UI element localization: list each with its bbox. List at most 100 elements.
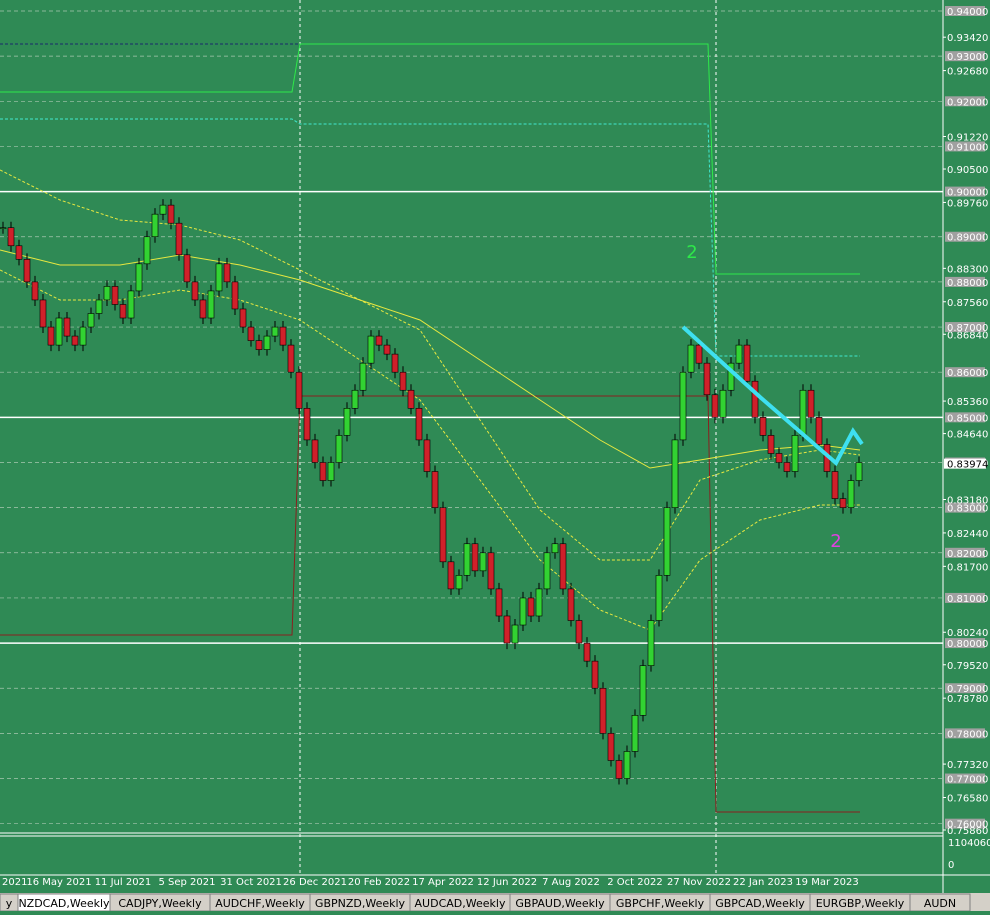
candle <box>151 213 159 238</box>
price-tick-label: 0.78780 <box>947 694 988 705</box>
candle <box>191 281 199 301</box>
tab-label[interactable]: AUDCAD,Weekly <box>415 897 506 910</box>
candle <box>391 353 399 373</box>
candle <box>175 222 183 256</box>
candle <box>695 344 703 364</box>
candle <box>407 389 415 409</box>
candle <box>215 263 223 292</box>
price-tick-label: 0.93420 <box>947 33 988 44</box>
price-tick-label: 0.79000 <box>947 684 988 695</box>
price-tick-label: 0.89000 <box>947 233 988 244</box>
candle <box>743 344 751 382</box>
tab-label[interactable]: GBPCAD,Weekly <box>715 897 805 910</box>
zigzag <box>681 325 864 467</box>
tab-label[interactable]: CADJPY,Weekly <box>118 897 202 910</box>
price-tick-label: 0.78000 <box>947 729 988 740</box>
candle <box>527 597 535 617</box>
volume-pane: 1104060 0 <box>948 838 990 871</box>
date-label: 26 Dec 2021 <box>283 877 347 888</box>
volume-label: 0 <box>948 860 954 871</box>
channel <box>0 395 860 813</box>
price-tick-label: 0.90000 <box>947 188 988 199</box>
candle <box>311 439 319 463</box>
candle <box>223 263 231 283</box>
candle <box>95 299 103 314</box>
current-price-label: 0.83974 <box>947 460 988 471</box>
candle <box>47 326 55 346</box>
candle <box>839 498 847 508</box>
tick-box <box>945 502 985 513</box>
channel <box>0 43 860 275</box>
candle <box>439 507 447 563</box>
tab-label[interactable]: GBPAUD,Weekly <box>515 897 605 910</box>
tick-box <box>945 683 985 694</box>
price-tick-label: 0.86840 <box>947 330 988 341</box>
price-tick-label: 0.76000 <box>947 820 988 831</box>
candle <box>271 326 279 337</box>
candle <box>511 624 519 644</box>
price-tick-label: 0.77000 <box>947 775 988 786</box>
price-tick-label: 0.93000 <box>947 52 988 63</box>
tab-label[interactable]: AUDCHF,Weekly <box>215 897 305 910</box>
tick-box <box>945 547 985 558</box>
candle <box>831 471 839 499</box>
candle <box>239 308 247 328</box>
candle <box>847 480 855 508</box>
candle <box>487 552 495 590</box>
candle <box>335 435 343 463</box>
candle <box>303 408 311 441</box>
candle <box>351 389 359 409</box>
candle <box>479 552 487 572</box>
price-tick-label: 0.94000 <box>947 7 988 18</box>
tab-label[interactable]: AUDN <box>924 897 956 910</box>
candle <box>767 435 775 454</box>
candle <box>543 552 551 590</box>
tick-box <box>945 141 985 152</box>
tab-label[interactable]: GBPCHF,Weekly <box>616 897 705 910</box>
tick-box <box>945 367 985 378</box>
candle <box>775 453 783 463</box>
tab-label[interactable]: GBPNZD,Weekly <box>315 897 406 910</box>
candle <box>751 380 759 418</box>
date-label: 11 Jul 2021 <box>95 877 152 888</box>
candle <box>559 543 567 590</box>
price-tick-label: 0.82000 <box>947 549 988 560</box>
price-tick-label: 0.88000 <box>947 278 988 289</box>
tick-box <box>945 818 985 829</box>
date-label: 2 Oct 2022 <box>607 877 662 888</box>
candle <box>495 588 503 617</box>
candle <box>463 543 471 576</box>
candle <box>15 245 23 260</box>
candle <box>447 561 455 590</box>
candle <box>111 286 119 305</box>
tab-label[interactable]: EURGBP,Weekly <box>816 897 905 910</box>
price-tick-label: 0.92000 <box>947 97 988 108</box>
date-label: 20 Feb 2022 <box>348 877 410 888</box>
candle <box>367 335 375 364</box>
candle <box>551 543 559 554</box>
candle <box>599 687 607 734</box>
volume-label: 1104060 <box>948 838 990 849</box>
tick-box <box>945 322 985 333</box>
price-tick-label: 0.83000 <box>947 504 988 515</box>
candle <box>63 317 71 337</box>
price-tick-label: 0.91220 <box>947 133 988 144</box>
candle <box>687 344 695 373</box>
price-tick-label: 0.76580 <box>947 793 988 804</box>
candle <box>383 344 391 355</box>
candle <box>415 408 423 441</box>
candle <box>399 371 407 391</box>
candle <box>359 362 367 391</box>
candle <box>199 299 207 319</box>
price-tick-label: 0.81700 <box>947 562 988 573</box>
candle <box>799 389 807 436</box>
price-tick-label: 0.92680 <box>947 67 988 78</box>
tab-label[interactable]: NZDCAD,Weekly <box>18 897 110 910</box>
price-tick-label: 0.80000 <box>947 639 988 650</box>
wave-label: 2 <box>686 242 697 263</box>
tab-label[interactable]: y <box>6 897 13 910</box>
candle <box>87 313 95 328</box>
tick-box <box>945 186 985 197</box>
price-tick-label: 0.83180 <box>947 496 988 507</box>
